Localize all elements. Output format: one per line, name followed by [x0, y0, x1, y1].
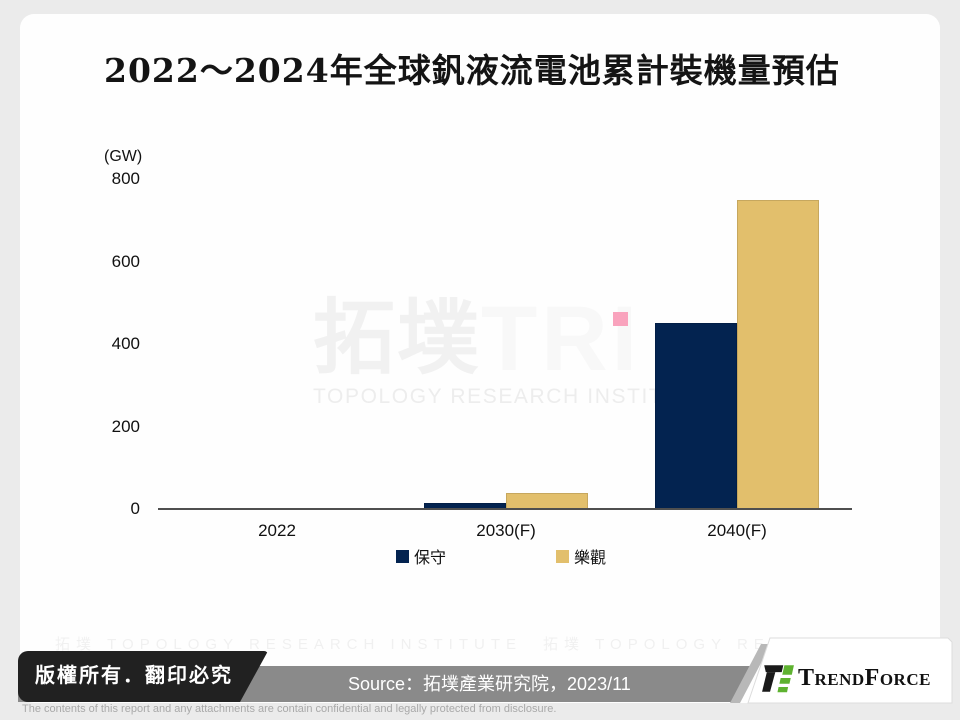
- watermark-pink-square-icon: [613, 312, 628, 326]
- copyright-ribbon: 版權所有．翻印必究: [18, 651, 268, 702]
- slide-title: 2022～2024年全球釩液流電池累計裝機量預估: [104, 51, 840, 90]
- chart-legend: 保守 樂觀: [150, 544, 852, 568]
- y-tick-0: 0: [130, 499, 140, 518]
- y-tick-800: 800: [111, 169, 140, 188]
- bar-保守-2030(F): [424, 502, 506, 509]
- x-axis-line: [158, 508, 852, 510]
- legend-swatch-icon: [556, 549, 569, 563]
- x-label-2040(F): 2040(F): [707, 521, 767, 540]
- legend-label: 樂觀: [574, 550, 607, 567]
- bar-樂觀-2030(F): [506, 492, 588, 509]
- legend-item-保守: 保守: [395, 544, 446, 568]
- disclaimer-text: The contents of this report and any atta…: [22, 703, 557, 715]
- x-label-2022: 2022: [258, 521, 296, 540]
- bar-保守-2040(F): [655, 323, 737, 509]
- y-tick-600: 600: [111, 251, 140, 271]
- source-text: Source：拓墣產業研究院，2023/11: [348, 674, 631, 694]
- copyright-text: 版權所有．翻印必究: [35, 665, 233, 687]
- y-tick-200: 200: [111, 416, 140, 436]
- trendforce-brand-name: TrendForce: [798, 665, 931, 691]
- watermark-cjk-logo: 拓墣: [313, 293, 482, 384]
- watermark-subtitle: TOPOLOGY RESEARCH INSTITUTE: [313, 385, 711, 409]
- watermark: 拓墣 TRI TOPOLOGY RESEARCH INSTITUTE: [313, 288, 711, 409]
- brand-panel-stripe: [730, 644, 771, 703]
- y-tick-400: 400: [111, 334, 140, 353]
- legend-swatch-icon: [395, 549, 409, 563]
- trendforce-logo-icon: [762, 665, 794, 693]
- legend-label: 保守: [413, 550, 446, 567]
- faint-watermark-row: 拓墣 TOPOLOGY RESEARCH INSTITUTE 拓墣 TOPOLO…: [55, 636, 905, 653]
- x-label-2030(F): 2030(F): [476, 521, 536, 540]
- legend-item-樂觀: 樂觀: [556, 544, 606, 568]
- y-axis-unit-label: (GW): [104, 148, 143, 165]
- watermark-latin-logo: TRI: [481, 288, 642, 390]
- bar-樂觀-2040(F): [737, 199, 819, 509]
- brand-panel-white: [747, 637, 953, 704]
- brand-panel: [730, 637, 953, 704]
